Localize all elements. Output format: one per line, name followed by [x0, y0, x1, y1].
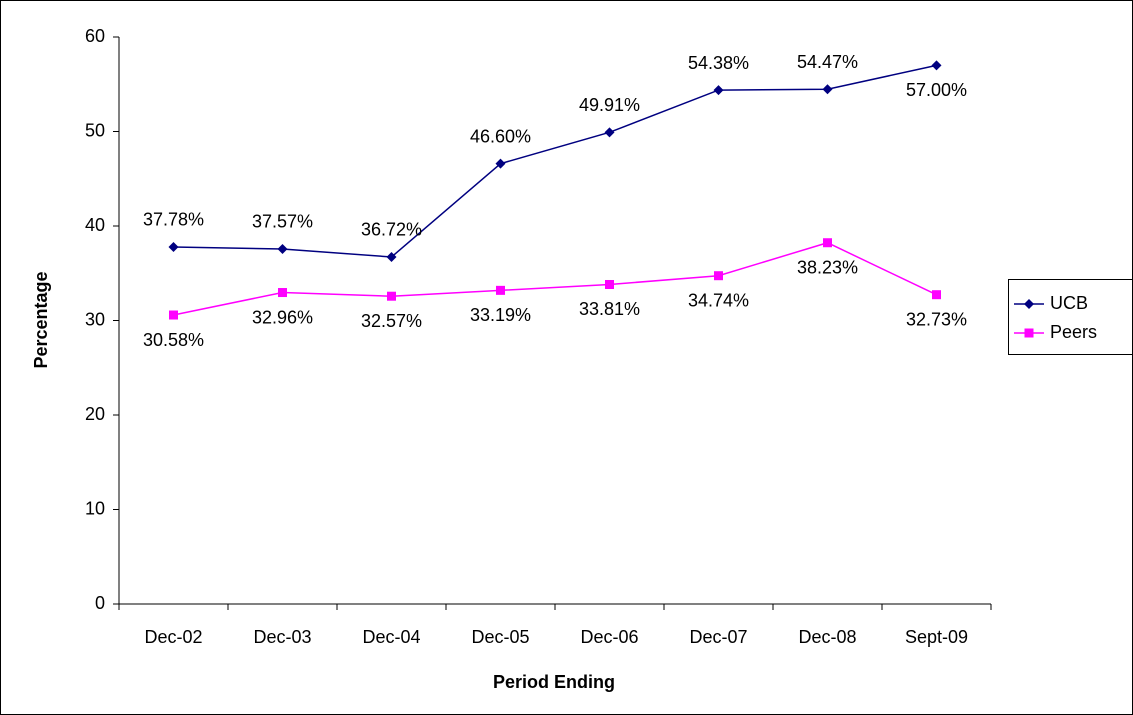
data-label: 32.96% [252, 307, 313, 327]
y-tick-label: 10 [85, 498, 105, 518]
x-axis-title: Period Ending [493, 672, 615, 692]
y-tick-label: 60 [85, 26, 105, 46]
series-line [173, 64, 937, 258]
marker [169, 310, 178, 320]
x-tick-label: Dec-07 [689, 627, 747, 647]
data-label: 57.00% [906, 80, 967, 100]
data-label: 32.73% [906, 309, 967, 329]
marker [823, 238, 832, 248]
x-tick-label: Dec-03 [253, 627, 311, 647]
data-label: 49.91% [579, 95, 640, 115]
y-tick-label: 0 [95, 593, 105, 613]
marker [931, 60, 942, 71]
y-axis-title: Percentage [31, 271, 51, 368]
x-tick-label: Dec-05 [471, 627, 529, 647]
legend-box [1008, 279, 1133, 355]
marker [1024, 328, 1034, 338]
data-label: 32.57% [361, 311, 422, 331]
data-label: 38.23% [797, 257, 858, 277]
marker [278, 288, 287, 298]
marker [496, 285, 505, 295]
y-tick-label: 40 [85, 215, 105, 235]
marker [932, 290, 941, 300]
marker [714, 271, 723, 281]
x-tick-label: Dec-02 [144, 627, 202, 647]
legend-label: Peers [1050, 322, 1097, 342]
data-label: 30.58% [143, 330, 204, 350]
marker [168, 241, 179, 252]
data-label: 33.19% [470, 305, 531, 325]
marker [387, 291, 396, 301]
marker [277, 243, 288, 254]
data-label: 54.47% [797, 52, 858, 72]
series-line [173, 241, 937, 316]
data-label: 36.72% [361, 220, 422, 240]
y-tick-label: 50 [85, 120, 105, 140]
x-tick-label: Sept-09 [905, 627, 968, 647]
data-label: 46.60% [470, 126, 531, 146]
data-label: 33.81% [579, 299, 640, 319]
marker [1024, 299, 1034, 309]
y-tick-label: 20 [85, 404, 105, 424]
y-tick-label: 30 [85, 309, 105, 329]
x-tick-label: Dec-04 [362, 627, 420, 647]
marker [822, 84, 833, 95]
x-tick-label: Dec-06 [580, 627, 638, 647]
marker [495, 158, 506, 169]
marker [605, 279, 614, 289]
data-label: 34.74% [688, 290, 749, 310]
marker [604, 127, 615, 138]
data-label: 37.78% [143, 210, 204, 230]
data-label: 37.57% [252, 212, 313, 232]
marker [713, 85, 724, 96]
x-tick-label: Dec-08 [798, 627, 856, 647]
marker [386, 251, 397, 262]
data-label: 54.38% [688, 53, 749, 73]
legend-label: UCB [1050, 293, 1088, 313]
